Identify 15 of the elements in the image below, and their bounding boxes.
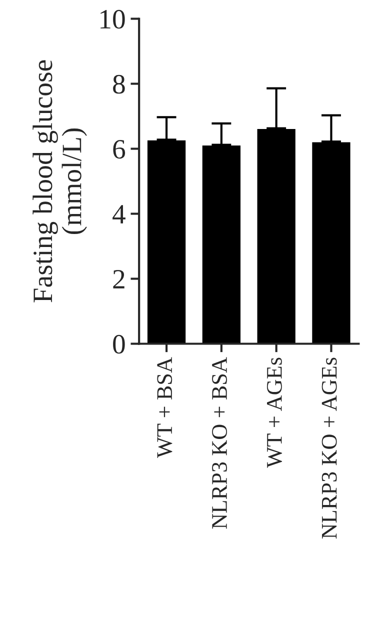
bar [256, 128, 297, 344]
y-axis-title: Fasting blood glucose (mmol/L) [32, 60, 87, 302]
y-tick-label: 8 [113, 74, 125, 94]
x-tick-label: NLRP3 KO + BSA [212, 357, 227, 529]
x-tick-label: NLRP3 KO + AGEs [322, 358, 337, 539]
bar [310, 140, 352, 344]
x-tick-label: WT + AGEs [266, 358, 282, 468]
bar [200, 144, 242, 344]
y-tick-label: 10 [100, 10, 125, 29]
y-tick-label: 4 [112, 205, 126, 224]
y-tick-label: 2 [113, 270, 124, 288]
y-tick-label: 6 [113, 140, 126, 159]
x-tick-label: WT + BSA [157, 357, 172, 458]
bar [146, 138, 187, 344]
y-tick-label: 0 [113, 334, 125, 354]
